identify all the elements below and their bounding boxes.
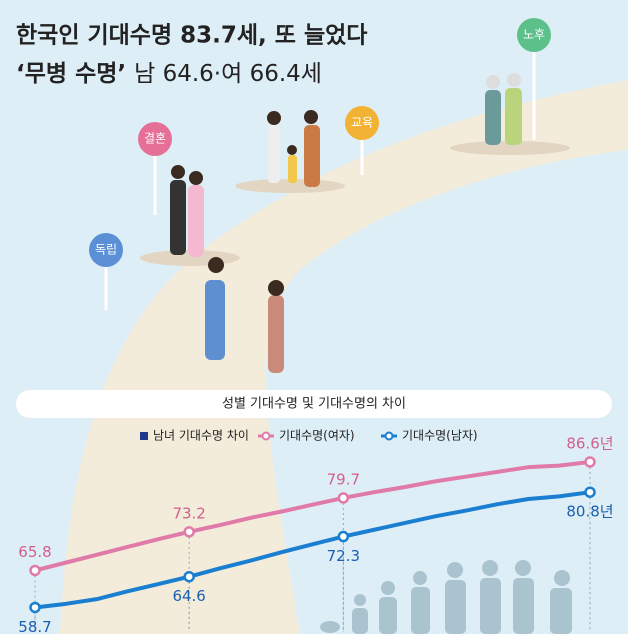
value-label: 72.3 bbox=[327, 547, 360, 565]
point bbox=[337, 492, 350, 504]
legend-label: 기대수명(남자) bbox=[402, 429, 478, 443]
sign-label: 교육 bbox=[351, 116, 373, 130]
chart-title: 성별 기대수명 및 기대수명의 차이 bbox=[222, 397, 406, 412]
legend-swatch bbox=[261, 431, 271, 441]
sign-label: 결혼 bbox=[144, 132, 166, 146]
point bbox=[183, 570, 195, 583]
value-label: 65.8 bbox=[18, 543, 51, 561]
legend-label: 기대수명(여자) bbox=[279, 429, 355, 443]
point bbox=[29, 564, 41, 577]
line-2 bbox=[34, 490, 591, 610]
signposts: 독립 결혼 교육 노후 bbox=[89, 18, 551, 310]
title: 한국인 기대수명 83.7세, 또 늘었다 bbox=[16, 23, 367, 49]
value-label: 79.7 bbox=[327, 470, 360, 488]
people bbox=[140, 73, 570, 373]
road bbox=[60, 80, 628, 634]
silhouettes bbox=[320, 560, 572, 634]
point bbox=[183, 526, 195, 538]
subtitle: ‘무병 수명’ 남 64.6·여 66.4세 bbox=[16, 61, 322, 87]
sign-label: 노후 bbox=[523, 28, 545, 42]
line-1 bbox=[34, 459, 591, 573]
value-label: 58.7 bbox=[18, 618, 51, 634]
sign-label: 독립 bbox=[95, 243, 117, 257]
legend-swatch bbox=[384, 431, 394, 441]
value-label: 86.6년 bbox=[566, 434, 613, 452]
value-label: 73.2 bbox=[172, 504, 205, 522]
legend-swatch bbox=[140, 432, 148, 440]
value-label: 80.8년 bbox=[566, 503, 613, 521]
point bbox=[584, 456, 596, 468]
value-label: 64.6 bbox=[172, 587, 205, 605]
chart-title-box bbox=[16, 390, 612, 418]
point bbox=[29, 601, 41, 614]
legend-label: 남녀 기대수명 차이 bbox=[153, 429, 249, 443]
point bbox=[584, 486, 596, 498]
point bbox=[337, 530, 350, 543]
